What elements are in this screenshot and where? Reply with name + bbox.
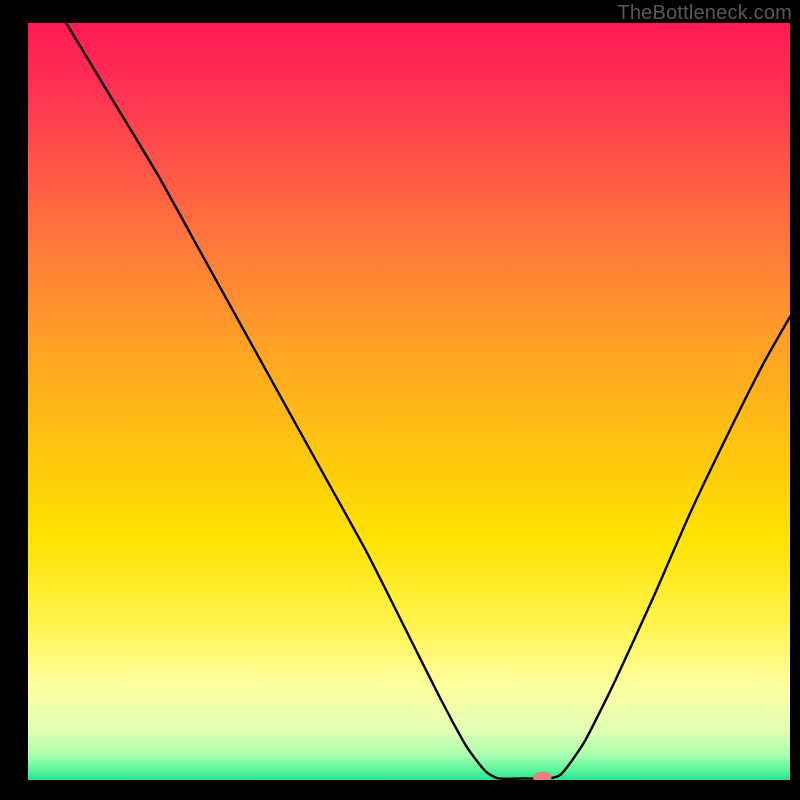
chart-frame: TheBottleneck.com (0, 0, 800, 800)
plot-area (28, 23, 790, 780)
watermark-text: TheBottleneck.com (617, 2, 792, 25)
chart-svg (28, 23, 790, 780)
gradient-background (28, 23, 790, 780)
